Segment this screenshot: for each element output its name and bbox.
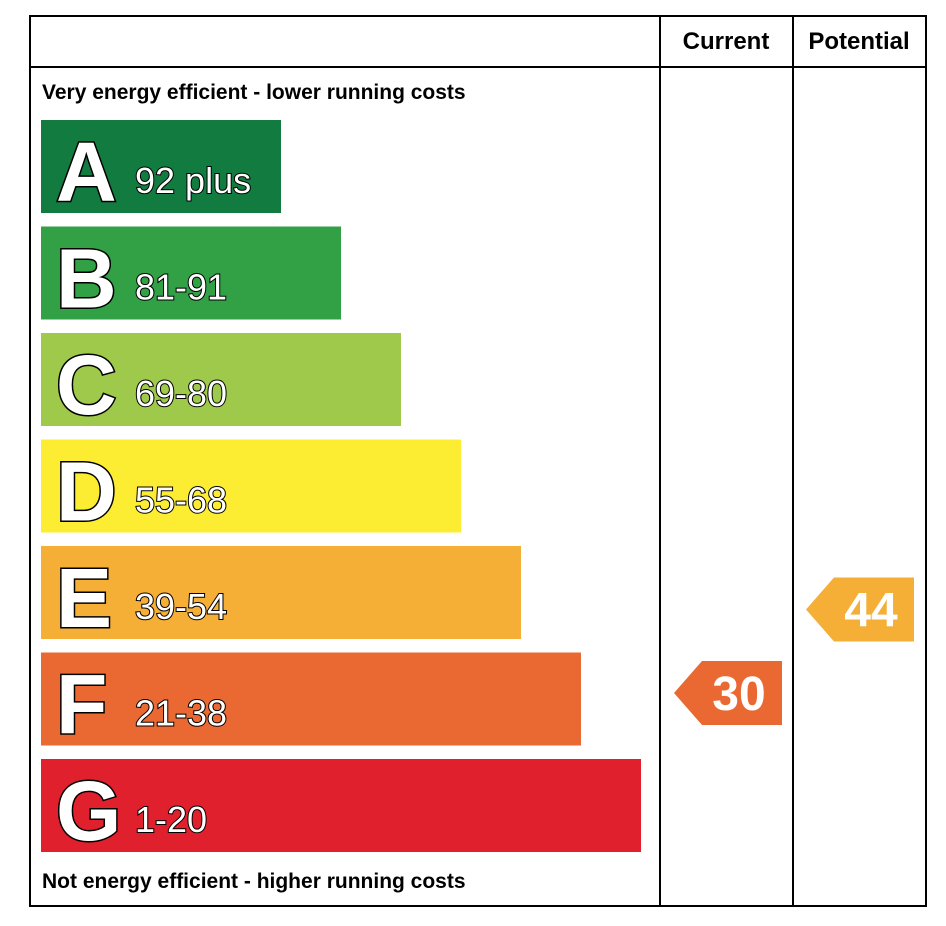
current-rating-arrow: 30 [674,661,782,725]
potential-rating-arrow: 44 [806,577,914,642]
band-c: C 69-80 [41,333,401,434]
band-letter: F [56,658,107,752]
band-letter: C [56,338,117,432]
band-e: E 39-54 [41,546,521,647]
band-range: 92 plus [135,160,251,201]
band-bar [41,120,281,213]
band-b: B 81-91 [41,226,341,327]
potential-rating-value: 44 [844,585,898,638]
band-range: 21-38 [135,693,227,734]
potential-arrow-shape [806,577,914,642]
band-g: G 1-20 [41,759,641,860]
band-range: 55-68 [135,480,227,521]
band-range: 39-54 [135,586,227,627]
band-letter: E [56,551,112,645]
band-a: A 92 plus [41,120,281,221]
band-range: 69-80 [135,373,227,414]
potential-header: Potential [808,28,909,55]
band-bar [41,439,461,533]
band-range: 1-20 [135,799,207,840]
band-bar [41,226,341,320]
current-arrow-shape [674,661,782,725]
band-letter: A [56,125,117,219]
current-header: Current [683,28,770,55]
band-d: D 55-68 [41,439,461,540]
band-letter: B [56,232,117,326]
band-f: F 21-38 [41,652,581,753]
band-range: 81-91 [135,267,227,308]
band-bar [41,652,581,746]
bottom-caption: Not energy efficient - higher running co… [42,870,466,893]
band-letter: D [56,445,117,539]
current-rating-value: 30 [712,668,765,721]
band-bar [41,546,521,639]
chart-frame [29,15,927,907]
top-caption: Very energy efficient - lower running co… [42,81,466,104]
band-letter: G [56,764,121,858]
band-bar [41,333,401,426]
band-bar [41,759,641,852]
